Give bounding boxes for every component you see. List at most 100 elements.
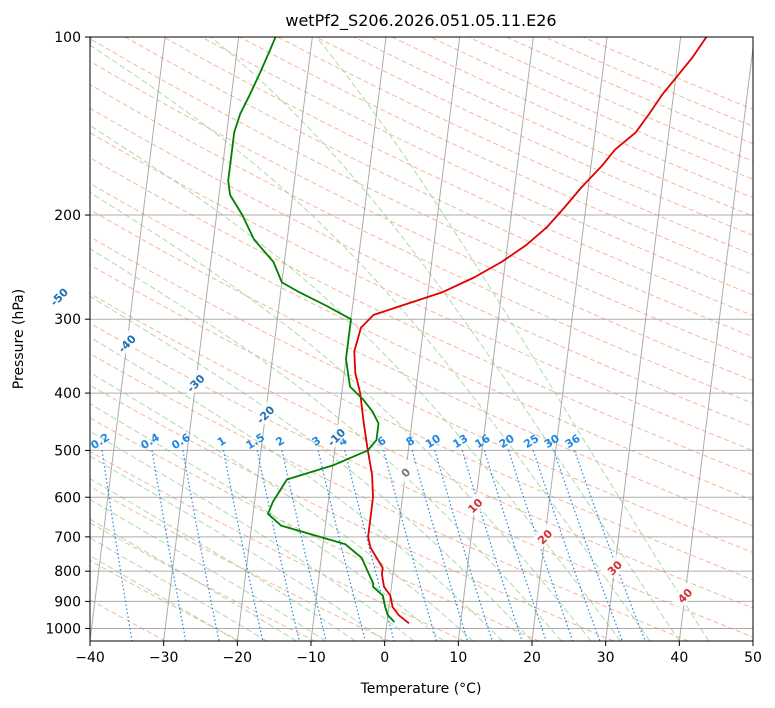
dry-adiabat — [90, 522, 315, 641]
isotherm-line — [605, 37, 682, 641]
mixing-ratio-label: 30 — [542, 432, 562, 451]
profile-series — [227, 37, 708, 625]
mixing-ratio-line — [151, 450, 187, 641]
isotherm-label-bg — [599, 553, 629, 582]
mixing-ratio-line — [317, 450, 366, 641]
moist-adiabat — [90, 555, 238, 641]
dry-adiabat — [429, 37, 753, 180]
mixing-ratio-label: 0.4 — [138, 431, 162, 453]
mixing-ratio-line — [256, 450, 300, 641]
mixing-ratio-label: 25 — [522, 432, 542, 451]
dry-adiabat — [90, 209, 753, 527]
x-tick-label: −20 — [223, 650, 253, 666]
isotherm-label-bg — [321, 422, 350, 451]
isotherm-line — [236, 37, 313, 641]
mixing-ratio-line — [434, 450, 493, 641]
x-axis-ticks: −40 −30 −20 −10 0 10 20 30 40 50 — [75, 641, 762, 666]
moist-adiabat — [90, 336, 503, 641]
dry-adiabat — [506, 37, 753, 145]
isotherm-line — [457, 37, 534, 641]
moist-adiabat — [90, 537, 268, 641]
isotherm-line — [163, 37, 240, 641]
moist-adiabat — [90, 372, 474, 641]
isotherm-label-bg — [250, 399, 279, 429]
dry-adiabat — [90, 107, 753, 428]
x-tick-label: −10 — [296, 650, 326, 666]
moist-adiabat — [90, 191, 592, 641]
isotherm-line — [678, 43, 753, 641]
x-axis-label: Temperature (°C) — [360, 681, 482, 697]
plot-frame — [89, 36, 754, 642]
x-tick-label: 20 — [523, 650, 541, 666]
mixing-ratio-label: 2 — [273, 434, 286, 449]
isotherm-label-bg — [670, 580, 699, 610]
dry-adiabat — [391, 37, 753, 199]
dry-adiabat — [90, 236, 753, 554]
y-tick-label: 400 — [54, 386, 81, 402]
chart-title: wetPf2_S206.2026.051.05.11.E26 — [285, 11, 556, 31]
mixing-ratio-line — [411, 450, 469, 641]
y-tick-label: 500 — [54, 443, 81, 459]
x-tick-label: −40 — [75, 650, 105, 666]
mixing-ratio-line — [344, 450, 395, 641]
moist-adiabat — [90, 295, 533, 641]
dry-adiabat — [90, 417, 540, 641]
isotherm-label-bg — [530, 521, 559, 551]
dry-adiabat — [353, 37, 753, 217]
moist-adiabat — [316, 37, 710, 641]
x-tick-label: 50 — [744, 650, 762, 666]
dry-adiabat — [90, 264, 753, 581]
x-tick-label: −30 — [149, 650, 179, 666]
dry-adiabat — [468, 37, 753, 162]
mixing-ratio-label: 0.2 — [88, 431, 111, 452]
dry-adiabat — [90, 132, 753, 452]
mixing-ratio-line — [483, 450, 547, 641]
y-tick-label: 200 — [54, 208, 81, 224]
isotherm-line — [752, 636, 753, 641]
dry-adiabat — [90, 182, 753, 501]
moist-adiabat — [210, 37, 680, 641]
x-tick-label: 10 — [449, 650, 467, 666]
isotherm-label-bg — [390, 457, 420, 486]
x-tick-label: 30 — [597, 650, 615, 666]
dry-adiabat — [239, 37, 753, 276]
mixing-ratio-line — [553, 450, 623, 641]
dry-adiabat — [544, 37, 753, 127]
moist-adiabat — [90, 124, 621, 641]
dry-adiabat — [90, 451, 465, 641]
moist-adiabat — [90, 518, 297, 641]
dry-adiabat — [90, 60, 753, 382]
dry-adiabat — [124, 37, 753, 338]
y-tick-label: 600 — [54, 490, 81, 506]
dewpoint-line — [227, 37, 396, 623]
y-tick-label: 900 — [54, 594, 81, 610]
mixing-ratio-label: 10 — [423, 432, 443, 451]
dry-adiabat — [90, 353, 689, 641]
moist-adiabat — [90, 455, 385, 641]
moist-adiabat — [90, 248, 562, 641]
y-tick-label: 300 — [54, 312, 81, 328]
x-tick-label: 0 — [380, 650, 389, 666]
y-tick-label: 100 — [54, 30, 81, 46]
isotherm-line — [90, 37, 92, 52]
mixing-ratio-label: 1 — [215, 434, 228, 449]
y-axis-label: Pressure (hPa) — [11, 289, 27, 389]
y-tick-label: 1000 — [45, 621, 81, 637]
dry-adiabat — [201, 37, 753, 296]
moist-adiabat — [90, 44, 651, 641]
dry-adiabat — [90, 384, 614, 641]
temperature-line — [353, 37, 708, 625]
mixing-ratio-line — [222, 450, 264, 641]
mixing-ratio-line — [532, 450, 601, 641]
y-axis-ticks: 100 200 300 400 500 600 700 800 900 1000 — [45, 30, 90, 637]
x-tick-label: 40 — [670, 650, 688, 666]
mixing-ratio-label: 8 — [404, 434, 417, 449]
background-lines — [90, 37, 753, 641]
mixing-ratio-label: 3 — [310, 434, 323, 449]
mixing-ratio-label: 13 — [450, 432, 470, 451]
y-tick-label: 700 — [54, 530, 81, 546]
mixing-ratio-label: 6 — [375, 434, 389, 449]
mixing-ratio-line — [383, 450, 437, 641]
isotherm-label-bg — [44, 282, 73, 311]
